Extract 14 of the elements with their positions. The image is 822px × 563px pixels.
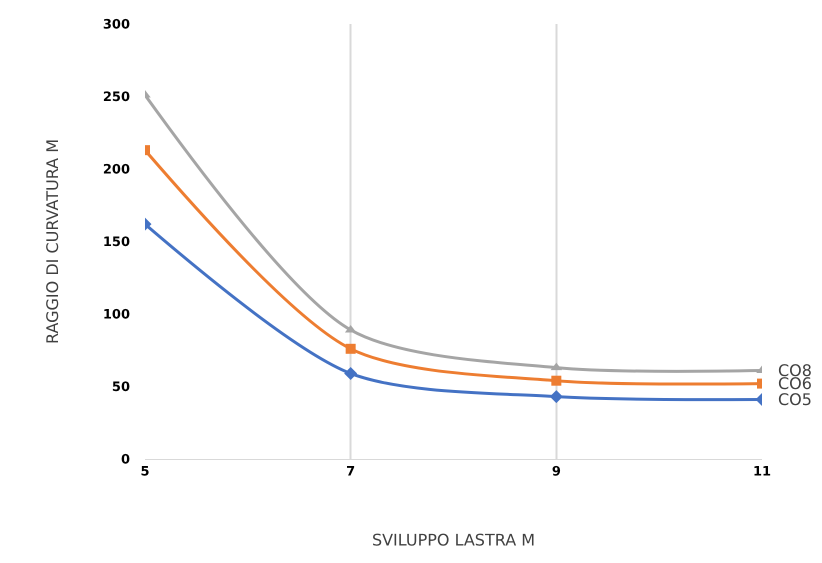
y-tick-label: 0	[120, 452, 130, 468]
y-tick-label: 250	[102, 90, 130, 106]
y-tick-label: 200	[102, 162, 130, 178]
y-tick-label: 100	[102, 308, 130, 323]
x-tick-label: 11	[752, 464, 772, 480]
x-tick-label: 7	[346, 464, 356, 480]
y-tick-label: 300	[102, 18, 130, 33]
y-axis-title: RAGGIO DI CURVATURA M	[42, 139, 62, 344]
y-tick-label: 50	[112, 380, 130, 396]
x-tick-label: 5	[140, 464, 150, 480]
x-axis-title: SVILUPPO LASTRA M	[372, 530, 536, 550]
y-tick-label: 150	[102, 235, 130, 250]
series-label: CO5	[778, 390, 812, 409]
x-tick-label: 9	[552, 464, 561, 480]
